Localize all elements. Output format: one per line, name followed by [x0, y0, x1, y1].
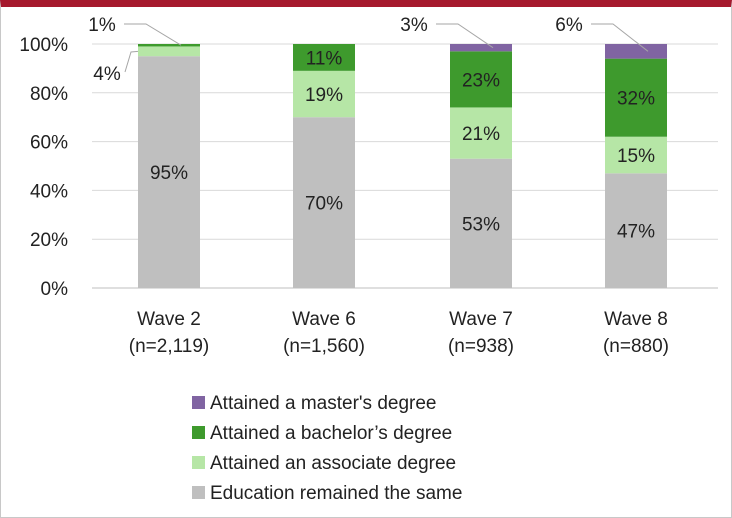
x-tick-sublabel: (n=938) — [448, 336, 514, 357]
data-label: 21% — [462, 124, 500, 145]
x-tick-sublabel: (n=1,560) — [283, 336, 365, 357]
x-axis: Wave 2 (n=2,119) Wave 6 (n=1,560) Wave 7 (n=9… — [92, 287, 718, 357]
legend-swatch — [192, 426, 205, 439]
callout-label: 6% — [555, 15, 583, 36]
x-tick-sublabel: (n=880) — [603, 336, 669, 357]
bar-segment — [605, 136, 667, 174]
bar-segment — [293, 44, 355, 71]
y-tick-label: 40% — [30, 181, 68, 202]
legend-label: Attained a master's degree — [210, 393, 436, 414]
y-axis: 0% 20% 40% 60% 80% 100% — [19, 35, 68, 300]
bar-segment — [450, 158, 512, 288]
callout-label: 3% — [400, 15, 428, 36]
y-tick-label: 80% — [30, 84, 68, 105]
bar-segment — [605, 58, 667, 137]
bar-segment — [138, 44, 200, 47]
y-tick-label: 60% — [30, 133, 68, 154]
legend: Attained a master's degree Attained a bac… — [192, 393, 462, 504]
data-label: 19% — [305, 85, 343, 106]
legend-swatch — [192, 396, 205, 409]
x-tick-label: Wave 2 — [137, 309, 201, 330]
data-label: 11% — [306, 48, 343, 69]
y-tick-label: 0% — [41, 279, 69, 300]
callout-label: 1% — [88, 15, 116, 36]
bars: 95% 70% 19% 11% 53% 21% 23% 47% 15% 32% 1% 4% 3% 6% — [88, 15, 667, 289]
legend-label: Attained an associate degree — [210, 453, 456, 474]
bar-segment — [138, 56, 200, 289]
x-tick-label: Wave 7 — [449, 309, 513, 330]
y-tick-label: 20% — [30, 230, 68, 251]
bar-segment — [138, 46, 200, 57]
data-label: 32% — [617, 89, 655, 110]
leader-line — [591, 23, 649, 52]
legend-label: Education remained the same — [210, 483, 462, 504]
bar-segment — [293, 70, 355, 118]
leader-line — [124, 23, 182, 46]
bar-segment — [450, 107, 512, 159]
x-tick-label: Wave 6 — [292, 309, 356, 330]
data-label: 53% — [462, 214, 500, 235]
x-tick-label: Wave 8 — [604, 309, 668, 330]
bar-segment — [450, 44, 512, 52]
y-tick-label: 100% — [19, 35, 68, 56]
legend-swatch — [192, 486, 205, 499]
bar-segment — [605, 173, 667, 288]
data-label: 15% — [617, 146, 655, 167]
data-label: 70% — [305, 194, 343, 215]
data-label: 23% — [462, 70, 500, 91]
bar-segment — [450, 51, 512, 108]
legend-swatch — [192, 456, 205, 469]
bar-segment — [293, 117, 355, 288]
data-label: 47% — [617, 222, 655, 243]
data-label: 95% — [150, 163, 188, 184]
callout-label: 4% — [93, 64, 121, 85]
bar-segment — [605, 44, 667, 59]
legend-label: Attained a bachelor’s degree — [210, 423, 452, 444]
leader-line — [436, 23, 494, 49]
leader-line — [124, 50, 139, 73]
x-tick-sublabel: (n=2,119) — [129, 336, 209, 357]
